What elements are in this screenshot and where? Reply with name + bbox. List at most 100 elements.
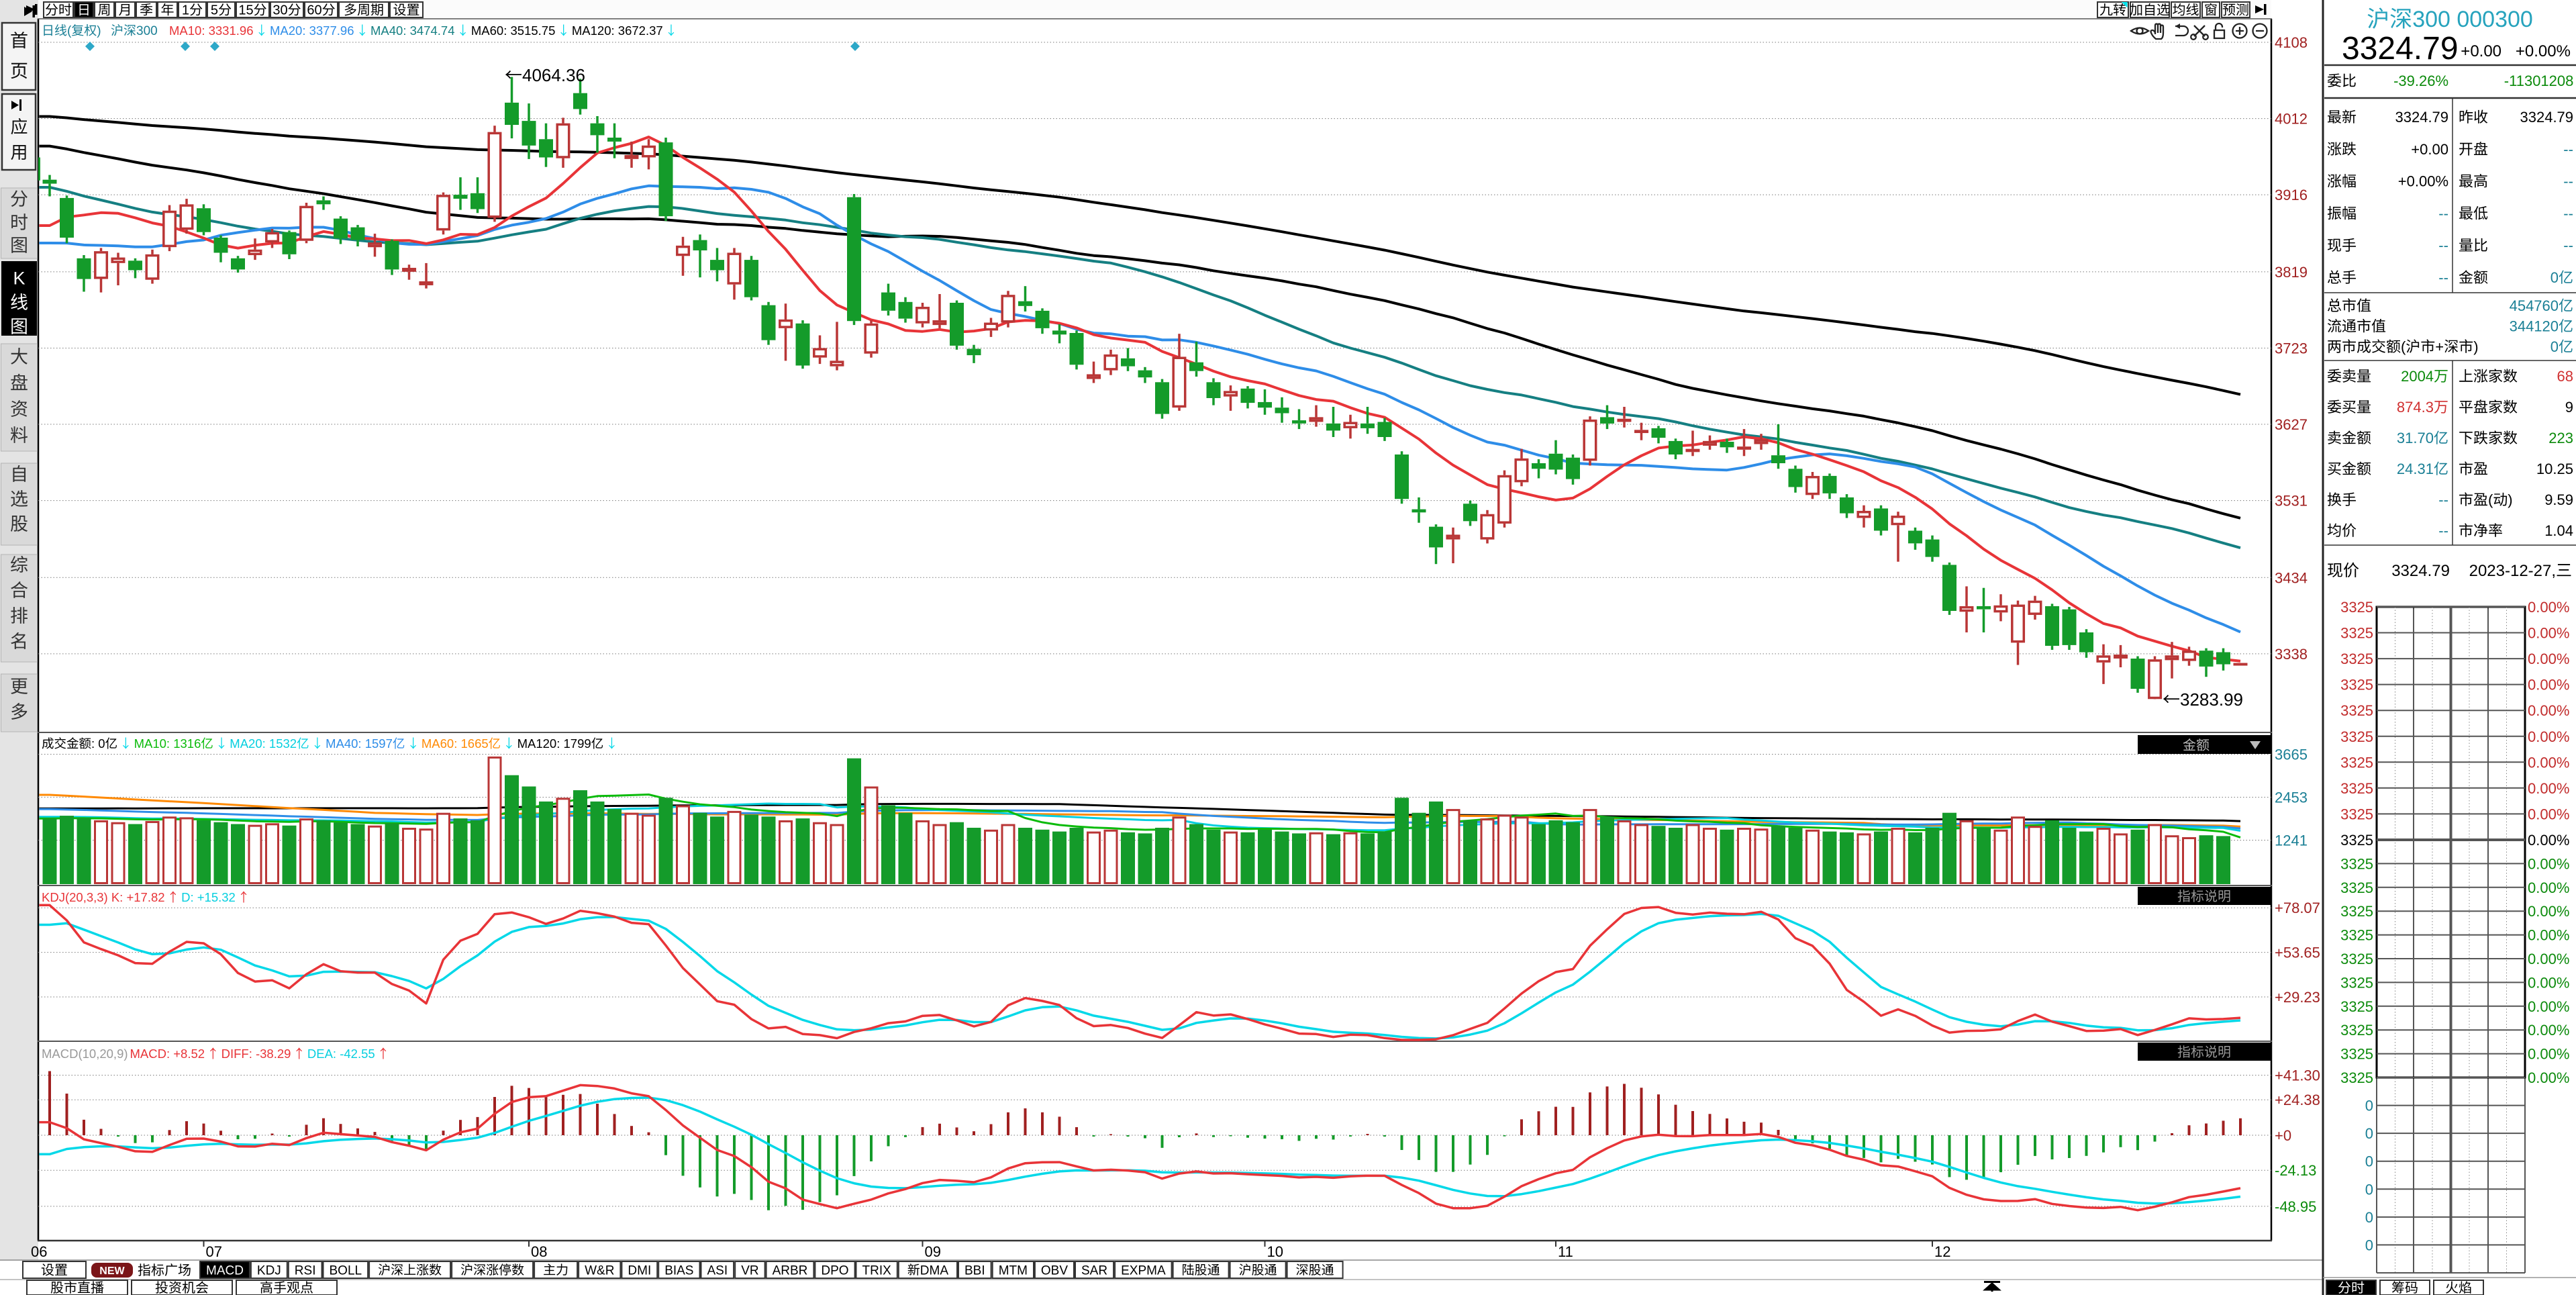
svg-text:MA40: 3474.74: MA40: 3474.74 bbox=[370, 23, 454, 38]
svg-text:--: -- bbox=[2438, 522, 2448, 539]
svg-text:MA60: 1665: MA60: 1665 bbox=[422, 736, 489, 751]
svg-text:-48.95: -48.95 bbox=[2275, 1198, 2316, 1215]
svg-text:): ) bbox=[2473, 338, 2478, 355]
svg-text:344120: 344120 bbox=[2510, 318, 2559, 335]
svg-text:3324.79: 3324.79 bbox=[2395, 109, 2449, 126]
svg-text:EXPMA: EXPMA bbox=[1121, 1263, 1166, 1278]
svg-text:BBI: BBI bbox=[964, 1263, 985, 1278]
svg-text:1241: 1241 bbox=[2275, 832, 2308, 849]
svg-text:9.59: 9.59 bbox=[2544, 491, 2573, 508]
svg-text:223: 223 bbox=[2548, 430, 2573, 446]
svg-text:KDJ(20,3,3) K: +17.82: KDJ(20,3,3) K: +17.82 bbox=[42, 890, 165, 904]
svg-text:(: ( bbox=[2488, 491, 2493, 508]
svg-text:0.00%: 0.00% bbox=[2528, 780, 2569, 797]
svg-text:): ) bbox=[97, 24, 101, 38]
svg-text:2453: 2453 bbox=[2275, 789, 2308, 806]
svg-text:+0.00: +0.00 bbox=[2461, 42, 2501, 60]
svg-text:4012: 4012 bbox=[2275, 111, 2308, 128]
svg-text:0.00%: 0.00% bbox=[2528, 903, 2569, 920]
svg-text:3627: 3627 bbox=[2275, 416, 2308, 433]
svg-text:MA20: 1532: MA20: 1532 bbox=[230, 736, 297, 751]
svg-text:0: 0 bbox=[2365, 1153, 2373, 1170]
svg-text:MA10: 1316: MA10: 1316 bbox=[134, 736, 201, 751]
svg-text:3325: 3325 bbox=[2340, 951, 2373, 967]
svg-text:0.00%: 0.00% bbox=[2528, 832, 2569, 849]
svg-text:3325: 3325 bbox=[2340, 702, 2373, 719]
svg-text:0.00%: 0.00% bbox=[2528, 806, 2569, 822]
svg-text:3916: 3916 bbox=[2275, 187, 2308, 203]
svg-text:1.04: 1.04 bbox=[2544, 522, 2573, 539]
svg-text:+0.00%: +0.00% bbox=[2398, 173, 2448, 190]
svg-text:MACD: MACD bbox=[206, 1263, 244, 1278]
svg-text:-11301208: -11301208 bbox=[2504, 73, 2574, 89]
svg-text:MA120: 1799: MA120: 1799 bbox=[517, 736, 591, 751]
svg-text:--: -- bbox=[2563, 173, 2573, 190]
svg-text:DIFF: -38.29: DIFF: -38.29 bbox=[221, 1047, 291, 1061]
svg-text:3325: 3325 bbox=[2340, 677, 2373, 693]
svg-text:0.00%: 0.00% bbox=[2528, 951, 2569, 967]
svg-text:0.00%: 0.00% bbox=[2528, 974, 2569, 991]
svg-text:--: -- bbox=[2438, 491, 2448, 508]
svg-text:300: 300 bbox=[136, 24, 158, 38]
svg-text:DMA: DMA bbox=[920, 1263, 949, 1278]
svg-text:0.00%: 0.00% bbox=[2528, 855, 2569, 872]
svg-text:12: 12 bbox=[1934, 1243, 1950, 1260]
svg-text:VR: VR bbox=[741, 1263, 758, 1278]
svg-text:3325: 3325 bbox=[2340, 625, 2373, 642]
svg-text:BOLL: BOLL bbox=[330, 1263, 362, 1278]
svg-text:--: -- bbox=[2563, 237, 2573, 254]
svg-text:TRIX: TRIX bbox=[862, 1263, 892, 1278]
svg-text:ASI: ASI bbox=[707, 1263, 728, 1278]
svg-text:: 0: : 0 bbox=[91, 736, 105, 751]
svg-text:9: 9 bbox=[2565, 399, 2573, 416]
svg-text:--: -- bbox=[2438, 237, 2448, 254]
svg-text:MACD: +8.52: MACD: +8.52 bbox=[130, 1047, 205, 1061]
svg-text:0: 0 bbox=[2365, 1181, 2373, 1198]
svg-text:3325: 3325 bbox=[2340, 780, 2373, 797]
svg-text:(: ( bbox=[2401, 338, 2406, 355]
svg-text:31.70: 31.70 bbox=[2397, 430, 2434, 446]
svg-text:3325: 3325 bbox=[2340, 903, 2373, 920]
svg-text:0.00%: 0.00% bbox=[2528, 927, 2569, 944]
svg-text:3325: 3325 bbox=[2340, 974, 2373, 991]
svg-text:3325: 3325 bbox=[2340, 832, 2373, 849]
svg-text:+41.30: +41.30 bbox=[2275, 1067, 2320, 1084]
svg-text:08: 08 bbox=[531, 1243, 547, 1260]
svg-text:DPO: DPO bbox=[821, 1263, 848, 1278]
svg-text:0.00%: 0.00% bbox=[2528, 754, 2569, 771]
svg-text:0: 0 bbox=[2365, 1237, 2373, 1253]
svg-text:+: + bbox=[2435, 338, 2444, 355]
svg-text:3325: 3325 bbox=[2340, 1046, 2373, 1063]
svg-text:454760: 454760 bbox=[2510, 297, 2559, 314]
svg-text:4064.36: 4064.36 bbox=[522, 65, 585, 85]
svg-text:0.00%: 0.00% bbox=[2528, 1022, 2569, 1039]
svg-text:MACD(10,20,9): MACD(10,20,9) bbox=[42, 1047, 128, 1061]
svg-text:0.00%: 0.00% bbox=[2528, 702, 2569, 719]
svg-text:2023-12-27,: 2023-12-27, bbox=[2469, 562, 2556, 580]
svg-text:3325: 3325 bbox=[2340, 879, 2373, 896]
svg-text:15: 15 bbox=[238, 3, 253, 18]
svg-text:--: -- bbox=[2438, 205, 2448, 222]
svg-text:KDJ: KDJ bbox=[257, 1263, 281, 1278]
svg-text:MA120: 3672.37: MA120: 3672.37 bbox=[572, 23, 663, 38]
svg-text:1: 1 bbox=[182, 3, 189, 18]
svg-text:NEW: NEW bbox=[99, 1265, 125, 1277]
svg-text:10: 10 bbox=[1267, 1243, 1283, 1260]
svg-text:K: K bbox=[13, 269, 26, 289]
svg-text:0.00%: 0.00% bbox=[2528, 625, 2569, 642]
svg-text:24.31: 24.31 bbox=[2397, 461, 2434, 477]
svg-text:BIAS: BIAS bbox=[664, 1263, 693, 1278]
svg-text:0.00%: 0.00% bbox=[2528, 599, 2569, 616]
svg-text:0.00%: 0.00% bbox=[2528, 1046, 2569, 1063]
svg-text:+0: +0 bbox=[2275, 1127, 2291, 1144]
svg-text:3819: 3819 bbox=[2275, 264, 2308, 281]
svg-text:3665: 3665 bbox=[2275, 747, 2308, 763]
svg-text:-24.13: -24.13 bbox=[2275, 1162, 2316, 1179]
svg-text:06: 06 bbox=[31, 1243, 47, 1260]
svg-text:+24.38: +24.38 bbox=[2275, 1092, 2320, 1108]
svg-text:5: 5 bbox=[211, 3, 218, 18]
svg-text:3325: 3325 bbox=[2340, 927, 2373, 944]
svg-text:RSI: RSI bbox=[295, 1263, 316, 1278]
svg-text:+0.00: +0.00 bbox=[2411, 141, 2448, 158]
svg-text:60: 60 bbox=[307, 3, 321, 18]
